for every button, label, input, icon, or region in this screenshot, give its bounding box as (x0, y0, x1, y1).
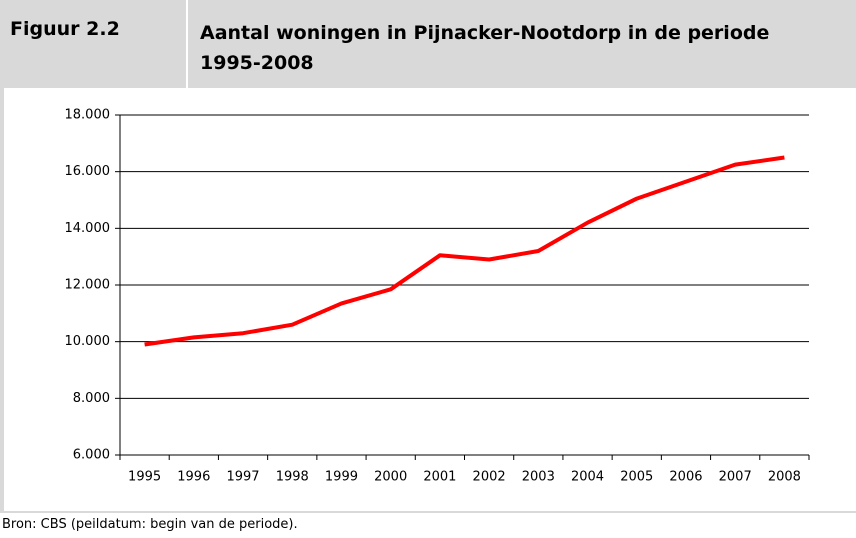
chart-title: Aantal woningen in Pijnacker-Nootdorp in… (200, 22, 770, 74)
x-tick-label: 1998 (276, 470, 309, 485)
y-tick-label: 12.000 (65, 278, 111, 293)
x-tick-label: 2001 (423, 470, 456, 485)
x-tick-label: 1997 (226, 470, 259, 485)
data-line (144, 155, 785, 347)
y-tick-label: 6.000 (73, 448, 110, 463)
header-title-box: Aantal woningen in Pijnacker-Nootdorp in… (188, 0, 856, 88)
x-tick-label: 2007 (719, 470, 752, 485)
x-tick-label: 2005 (620, 470, 653, 485)
chart-frame (0, 88, 856, 513)
x-tick-label: 2004 (571, 470, 604, 485)
y-tick-label: 16.000 (65, 164, 111, 179)
x-tick-label: 2002 (473, 470, 506, 485)
y-tick-label: 10.000 (65, 334, 111, 349)
x-tick-label: 1999 (325, 470, 358, 485)
x-tick-label: 2003 (522, 470, 555, 485)
x-tick-label: 2008 (768, 470, 801, 485)
y-tick-label: 18.000 (65, 108, 111, 123)
y-tick-label: 14.000 (65, 221, 111, 236)
x-tick-label: 2000 (374, 470, 407, 485)
source-note: Bron: CBS (peildatum: begin van de perio… (2, 517, 298, 532)
y-tick-label: 8.000 (73, 391, 110, 406)
header-label-box: Figuur 2.2 (0, 0, 186, 88)
figure-label: Figuur 2.2 (10, 18, 120, 40)
x-tick-label: 1996 (177, 470, 210, 485)
x-tick-label: 2006 (669, 470, 702, 485)
x-tick-label: 1995 (128, 470, 161, 485)
